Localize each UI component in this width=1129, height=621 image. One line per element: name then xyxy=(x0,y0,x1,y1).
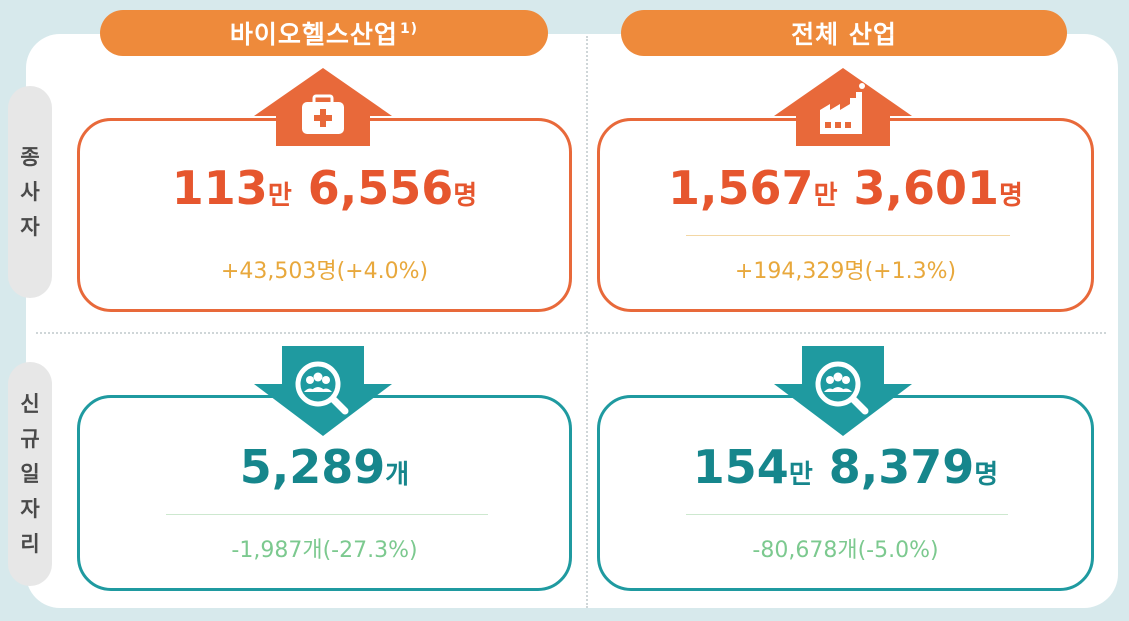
row-label-char: 신 xyxy=(20,391,40,416)
row-label-char: 종 xyxy=(20,144,40,169)
row-label-new-jobs: 신 규 일 자 리 xyxy=(8,362,52,586)
separator-line xyxy=(686,235,1010,236)
stat-change: +194,329명(+1.3%) xyxy=(734,259,957,284)
job-search-icon xyxy=(772,346,914,438)
column-header-all: 전체 산업 xyxy=(621,10,1067,56)
row-label-employees: 종 사 자 xyxy=(8,86,52,298)
row-divider xyxy=(36,332,1106,334)
stat-value: 113만 6,556명 xyxy=(171,161,478,215)
separator-line xyxy=(686,514,1008,515)
stat-value: 1,567만 3,601명 xyxy=(668,161,1023,215)
footnote-mark: 1) xyxy=(399,21,419,37)
column-header-bio: 바이오헬스산업 1) xyxy=(100,10,548,56)
row-label-char: 리 xyxy=(20,531,40,556)
row-label-char: 일 xyxy=(20,461,40,486)
job-search-icon xyxy=(252,346,394,438)
row-label-char: 사 xyxy=(20,179,40,204)
column-title: 전체 산업 xyxy=(791,20,897,49)
column-divider xyxy=(586,36,588,608)
stat-change: -1,987개(-27.3%) xyxy=(231,538,418,563)
medical-kit-icon xyxy=(252,66,394,146)
separator-line xyxy=(166,514,488,515)
column-title: 바이오헬스산업 xyxy=(229,20,398,49)
stat-value: 154만 8,379명 xyxy=(692,440,999,494)
stat-change: +43,503명(+4.0%) xyxy=(220,259,429,284)
row-label-char: 자 xyxy=(20,496,40,521)
row-label-char: 자 xyxy=(20,214,40,239)
row-label-char: 규 xyxy=(20,426,40,451)
stat-value: 5,289개 xyxy=(239,440,410,494)
card-all-employees: 1,567만 3,601명 +194,329명(+1.3%) xyxy=(597,118,1094,312)
factory-icon xyxy=(772,66,914,146)
stat-change: -80,678개(-5.0%) xyxy=(752,538,939,563)
card-bio-employees: 113만 6,556명 +43,503명(+4.0%) xyxy=(77,118,572,312)
